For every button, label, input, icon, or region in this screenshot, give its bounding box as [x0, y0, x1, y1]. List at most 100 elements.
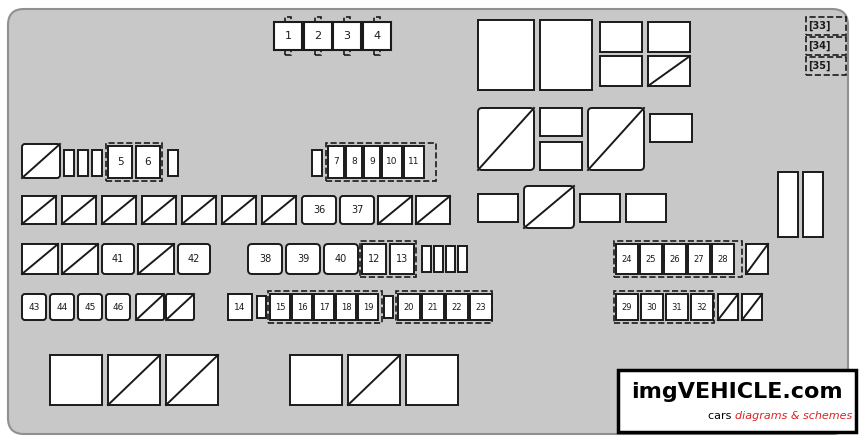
Bar: [416, 196, 450, 224]
Bar: [362, 244, 386, 274]
Bar: [446, 294, 468, 320]
Text: 3: 3: [344, 31, 351, 41]
Bar: [326, 143, 436, 181]
Bar: [614, 241, 742, 277]
Text: 42: 42: [188, 254, 200, 264]
Bar: [138, 244, 174, 274]
FancyBboxPatch shape: [324, 244, 358, 274]
FancyBboxPatch shape: [102, 244, 134, 274]
Bar: [336, 294, 356, 320]
Text: 14: 14: [235, 302, 246, 312]
FancyBboxPatch shape: [8, 9, 848, 434]
Text: 26: 26: [669, 255, 681, 263]
Bar: [346, 146, 362, 178]
Text: 2: 2: [314, 31, 321, 41]
Bar: [168, 150, 178, 176]
Text: cars: cars: [708, 411, 735, 421]
Bar: [378, 196, 412, 224]
Bar: [580, 194, 620, 222]
Text: 38: 38: [259, 254, 271, 264]
Bar: [78, 150, 88, 176]
FancyBboxPatch shape: [524, 186, 574, 228]
Text: 32: 32: [696, 302, 708, 312]
Bar: [390, 244, 414, 274]
Bar: [270, 294, 290, 320]
Text: 27: 27: [694, 255, 704, 263]
Bar: [312, 150, 322, 176]
Bar: [257, 296, 266, 318]
Text: 36: 36: [313, 205, 325, 215]
Text: 45: 45: [84, 302, 95, 312]
FancyBboxPatch shape: [286, 244, 320, 274]
Text: [34]: [34]: [808, 41, 830, 51]
Bar: [166, 355, 218, 405]
Text: 46: 46: [113, 302, 124, 312]
Text: 7: 7: [333, 157, 339, 167]
Text: 6: 6: [145, 157, 152, 167]
Text: 20: 20: [404, 302, 414, 312]
Bar: [333, 22, 361, 50]
Bar: [285, 50, 291, 55]
Text: 39: 39: [297, 254, 309, 264]
Text: 29: 29: [622, 302, 632, 312]
Bar: [315, 50, 321, 55]
Bar: [691, 294, 713, 320]
Bar: [292, 294, 312, 320]
Bar: [64, 150, 74, 176]
Text: 25: 25: [646, 255, 656, 263]
Text: 43: 43: [29, 302, 40, 312]
Bar: [540, 142, 582, 170]
Bar: [344, 17, 350, 22]
Bar: [398, 294, 420, 320]
Bar: [540, 20, 592, 90]
Bar: [290, 355, 342, 405]
Text: 23: 23: [475, 302, 487, 312]
Text: 31: 31: [672, 302, 682, 312]
Bar: [268, 291, 382, 323]
Text: 5: 5: [117, 157, 123, 167]
Bar: [648, 22, 690, 52]
Bar: [142, 196, 176, 224]
Text: 37: 37: [351, 205, 363, 215]
Bar: [434, 246, 443, 272]
Bar: [22, 244, 58, 274]
Bar: [600, 56, 642, 86]
Bar: [806, 17, 846, 35]
Bar: [803, 172, 823, 237]
Text: 12: 12: [368, 254, 380, 264]
Text: 41: 41: [112, 254, 124, 264]
Bar: [648, 56, 690, 86]
FancyBboxPatch shape: [588, 108, 644, 170]
Text: 9: 9: [369, 157, 375, 167]
Text: 11: 11: [408, 157, 420, 167]
Text: 22: 22: [452, 302, 462, 312]
Bar: [374, 17, 380, 22]
Bar: [640, 244, 662, 274]
Text: [33]: [33]: [808, 21, 830, 31]
Bar: [358, 294, 378, 320]
FancyBboxPatch shape: [50, 294, 74, 320]
Bar: [806, 57, 846, 75]
Text: 18: 18: [340, 302, 352, 312]
FancyBboxPatch shape: [22, 294, 46, 320]
Text: 16: 16: [297, 302, 307, 312]
Bar: [314, 294, 334, 320]
Bar: [422, 246, 431, 272]
Bar: [616, 244, 638, 274]
FancyBboxPatch shape: [166, 294, 194, 320]
Bar: [285, 17, 291, 22]
Bar: [641, 294, 663, 320]
Bar: [364, 146, 380, 178]
Bar: [182, 196, 216, 224]
Bar: [315, 17, 321, 22]
Bar: [344, 50, 350, 55]
Bar: [666, 294, 688, 320]
Bar: [478, 20, 534, 90]
Bar: [806, 37, 846, 55]
Bar: [540, 108, 582, 136]
Bar: [600, 22, 642, 52]
Text: 4: 4: [373, 31, 380, 41]
FancyBboxPatch shape: [340, 196, 374, 224]
FancyBboxPatch shape: [22, 144, 60, 178]
Bar: [360, 241, 416, 277]
